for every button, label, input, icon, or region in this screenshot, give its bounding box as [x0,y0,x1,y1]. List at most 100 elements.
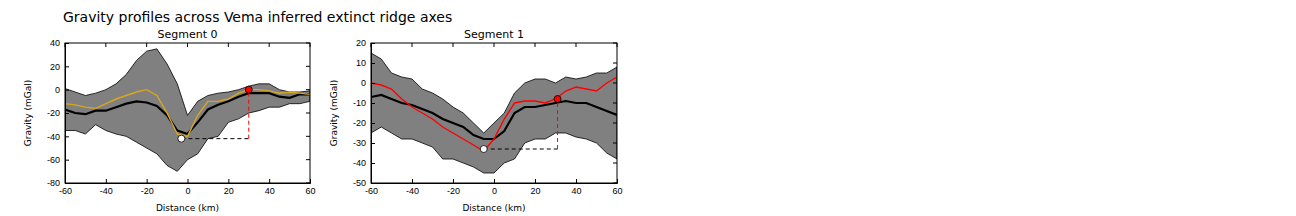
y-tick-label: -10 [353,98,366,108]
x-tick-mark-top [494,43,495,47]
x-tick-mark-top [310,43,311,47]
subplot-title: Segment 1 [464,28,524,41]
y-tick-label: 40 [50,38,60,48]
y-tick-label: -80 [47,178,60,188]
y-tick-mark-right [613,63,617,64]
y-tick-label: -20 [353,118,366,128]
x-tick-label: 20 [530,186,540,196]
x-tick-mark [228,179,229,183]
profile-line [371,77,617,151]
x-tick: -40 [100,179,113,196]
y-tick: -20 [353,118,375,128]
y-tick-mark [65,90,69,91]
y-tick-label: -50 [353,178,366,188]
y-tick-mark [65,160,69,161]
dashed-horizontal [484,149,558,150]
x-tick-mark [106,179,107,183]
x-axis: -60-40-200204060 [365,179,623,196]
x-axis-line [372,179,618,184]
y-tick: 0 [55,85,69,95]
x-tick: 20 [224,179,234,196]
y-tick: 40 [50,38,69,48]
x-tick-label: 40 [265,186,275,196]
y-tick: -40 [353,158,375,168]
x-tick-label: 0 [185,186,190,196]
dashed-vertical [557,99,558,149]
x-tick-label: 60 [305,186,315,196]
y-tick-label: 0 [55,85,60,95]
x-axis-title: Distance (km) [462,203,525,213]
plot-frame [65,43,310,183]
y-tick-mark [371,143,375,144]
x-tick-mark-top [617,43,618,47]
y-tick-mark [65,183,69,184]
marker-point [178,135,185,142]
y-tick-mark [371,183,375,184]
x-tick: 40 [571,179,581,196]
x-tick-label: -40 [406,186,419,196]
x-tick-mark [412,179,413,183]
y-tick: -40 [47,132,69,142]
y-tick: 10 [356,58,375,68]
y-tick-mark [65,136,69,137]
y-tick-mark-right [613,103,617,104]
y-tick-mark-right [613,83,617,84]
marker-point [554,96,561,103]
y-tick-label: -40 [353,158,366,168]
x-tick: 0 [185,179,190,196]
x-tick-mark [269,179,270,183]
y-tick: 20 [356,38,375,48]
figure-title: Gravity profiles across Vema inferred ex… [63,9,452,25]
y-tick-mark [65,113,69,114]
x-tick-label: -40 [100,186,113,196]
subplot: -60 -40 -20 0 20 40 60 -80 -60 -40 -20 0 20 40 Segment… [23,28,316,213]
y-axis-title: Gravity (mGal) [329,80,339,147]
y-tick: 0 [361,78,375,88]
x-axis-line [66,179,311,184]
x-tick-label: 0 [492,186,497,196]
x-tick: 0 [492,179,497,196]
y-tick-label: -20 [47,108,60,118]
profile-line [65,90,310,137]
figure: Gravity profiles across Vema inferred ex… [0,0,1296,216]
y-tick-label: -30 [353,138,366,148]
y-tick-mark-right [306,136,310,137]
y-tick-mark [65,43,69,44]
y-tick-label: 20 [356,38,366,48]
y-tick-mark-right [613,143,617,144]
x-tick: -40 [406,179,419,196]
y-axis-line [372,44,376,184]
subplot: -60-40-200204060-50-40-30-20-1001020Segm… [329,28,623,213]
x-tick-mark-top [105,43,106,47]
dashed-horizontal [181,138,248,139]
y-tick-mark [371,83,375,84]
y-tick-label: -60 [47,155,60,165]
x-tick: -20 [141,179,154,196]
x-tick-mark-top [576,43,577,47]
subplot-title: Segment 0 [158,28,218,41]
y-tick-mark-right [613,43,617,44]
x-tick-mark [617,179,618,183]
y-tick-mark-right [613,183,617,184]
y-tick-mark-right [306,113,310,114]
x-tick-mark-top [371,43,372,47]
y-tick-mark-right [306,43,310,44]
y-tick: -10 [353,98,375,108]
y-tick-label: 10 [356,58,366,68]
x-tick: 60 [305,179,315,196]
x-tick-label: 60 [612,186,622,196]
y-tick-label: 0 [361,78,366,88]
y-tick: -20 [47,108,69,118]
y-tick: 20 [50,62,69,72]
range-band [65,49,310,171]
x-tick: -20 [447,179,460,196]
y-axis: -80 -60 -40 -20 0 20 40 [47,38,69,188]
x-tick-mark [576,179,577,183]
x-tick-mark [494,179,495,183]
x-tick-label: 40 [571,186,581,196]
y-tick: -50 [353,178,375,188]
y-tick-mark-right [306,66,310,67]
y-tick: -60 [47,155,69,165]
x-tick-mark-top [412,43,413,47]
x-tick-mark [535,179,536,183]
